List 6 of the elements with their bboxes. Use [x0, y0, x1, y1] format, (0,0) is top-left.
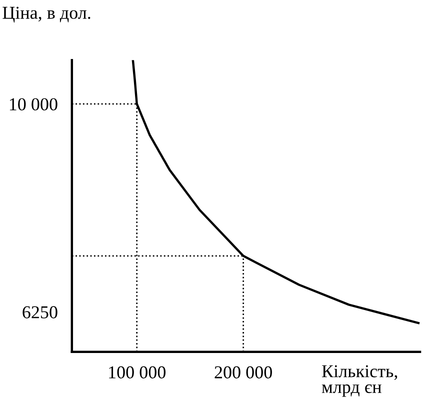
x-tick-label: 200 000: [214, 366, 272, 378]
x-axis-title: Кількість, млрд єн: [322, 365, 398, 397]
y-tick-label: 10 000: [10, 98, 58, 110]
x-tick-label: 100 000: [109, 366, 166, 378]
y-tick-label: 6250: [22, 306, 58, 318]
y-axis-title: Ціна, в дол.: [2, 6, 90, 23]
